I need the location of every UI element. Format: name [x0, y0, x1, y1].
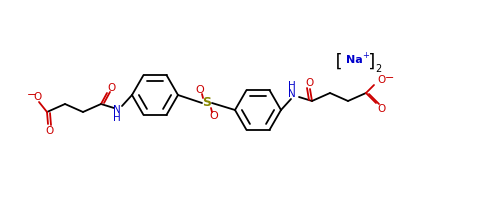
- Text: O: O: [377, 104, 385, 114]
- Text: O: O: [196, 85, 204, 95]
- Text: [: [: [332, 53, 344, 71]
- Text: O: O: [34, 92, 42, 102]
- Text: ]: ]: [366, 53, 378, 71]
- Text: −: −: [386, 73, 394, 83]
- Text: S: S: [202, 97, 211, 110]
- Text: H: H: [288, 81, 296, 91]
- Text: Na: Na: [346, 55, 362, 65]
- Text: N: N: [113, 105, 121, 115]
- Text: +: +: [362, 50, 370, 60]
- Text: −: −: [28, 90, 36, 100]
- Text: O: O: [305, 78, 313, 88]
- Text: 2: 2: [375, 64, 381, 74]
- Text: H: H: [113, 113, 121, 123]
- Text: O: O: [46, 126, 54, 136]
- Text: O: O: [210, 111, 218, 121]
- Text: O: O: [377, 75, 385, 85]
- Text: O: O: [108, 83, 116, 93]
- Text: N: N: [288, 89, 296, 99]
